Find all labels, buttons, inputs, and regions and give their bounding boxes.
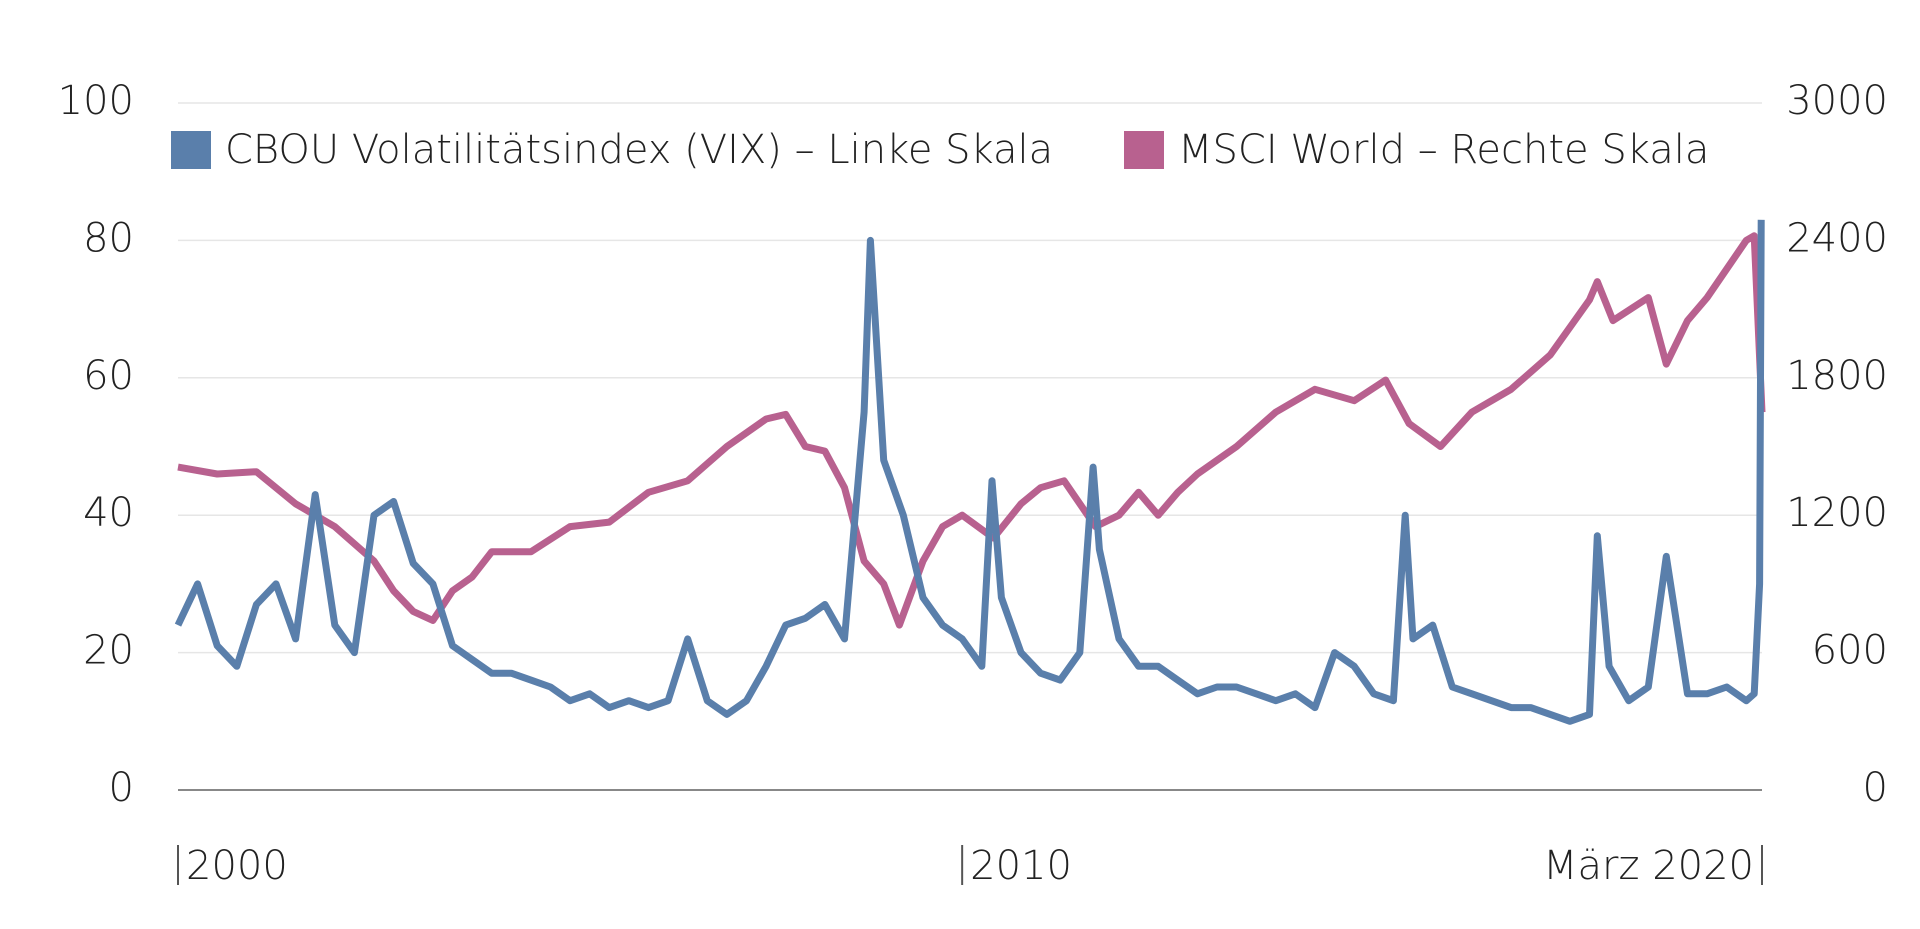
- y-tick-label: 40: [83, 490, 134, 536]
- y2-tick-label: 1200: [1786, 490, 1888, 536]
- y-tick-label: 60: [83, 353, 134, 399]
- x-tick-label: 2000: [186, 843, 288, 889]
- legend-swatch: [1124, 131, 1164, 169]
- y-tick-label: 100: [58, 78, 134, 124]
- y2-tick-label: 600: [1812, 628, 1888, 674]
- series-line: [174, 219, 1765, 725]
- y-tick-label: 80: [83, 215, 134, 261]
- x-tick-label: März 2020: [1543, 843, 1754, 889]
- y2-tick-label: 0: [1863, 765, 1888, 811]
- legend-label: MSCI World – Rechte Skala: [1178, 127, 1709, 173]
- y2-tick-label: 2400: [1786, 215, 1888, 261]
- y-tick-label: 0: [109, 765, 134, 811]
- y2-tick-label: 3000: [1786, 78, 1888, 124]
- legend-swatch: [171, 131, 211, 169]
- y-tick-label: 20: [83, 628, 134, 674]
- y2-tick-label: 1800: [1786, 353, 1888, 399]
- legend-label: CBOU Volatilitätsindex (VIX) – Linke Ska…: [225, 127, 1053, 173]
- x-tick-label: 2010: [970, 843, 1072, 889]
